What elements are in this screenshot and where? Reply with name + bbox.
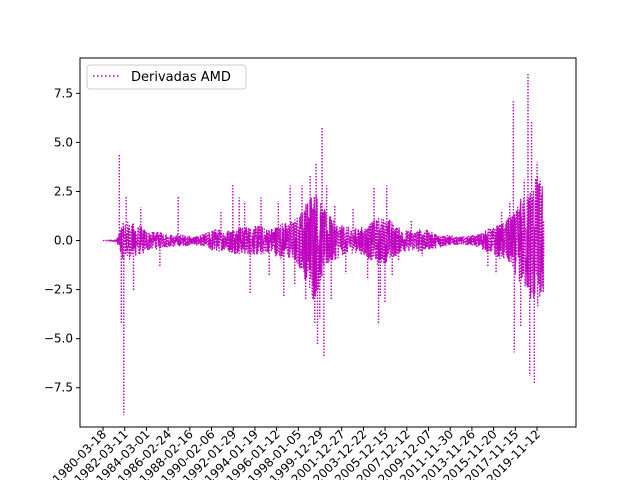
legend: Derivadas AMD — [86, 64, 247, 90]
y-tick-label: 5.0 — [54, 135, 73, 149]
legend-box — [86, 64, 247, 90]
x-axis: 1980-03-181982-03-111984-03-011986-02-24… — [50, 427, 543, 480]
plot-area — [80, 58, 576, 427]
y-tick-label: 2.5 — [54, 184, 73, 198]
y-axis: −7.5 −5.0 −2.5 0.0 2.5 5.0 7.5 — [44, 86, 80, 395]
series-layer — [102, 73, 545, 416]
plot-frame — [79, 57, 577, 428]
y-tick-label: −2.5 — [44, 283, 73, 297]
series-line-derivadas-amd — [102, 175, 545, 307]
y-tick-label: 7.5 — [54, 86, 73, 100]
y-tick-label: 0.0 — [54, 234, 73, 248]
legend-label-derivadas-amd: Derivadas AMD — [131, 70, 231, 85]
y-tick-label: −5.0 — [44, 332, 73, 346]
y-tick-label: −7.5 — [44, 381, 73, 395]
